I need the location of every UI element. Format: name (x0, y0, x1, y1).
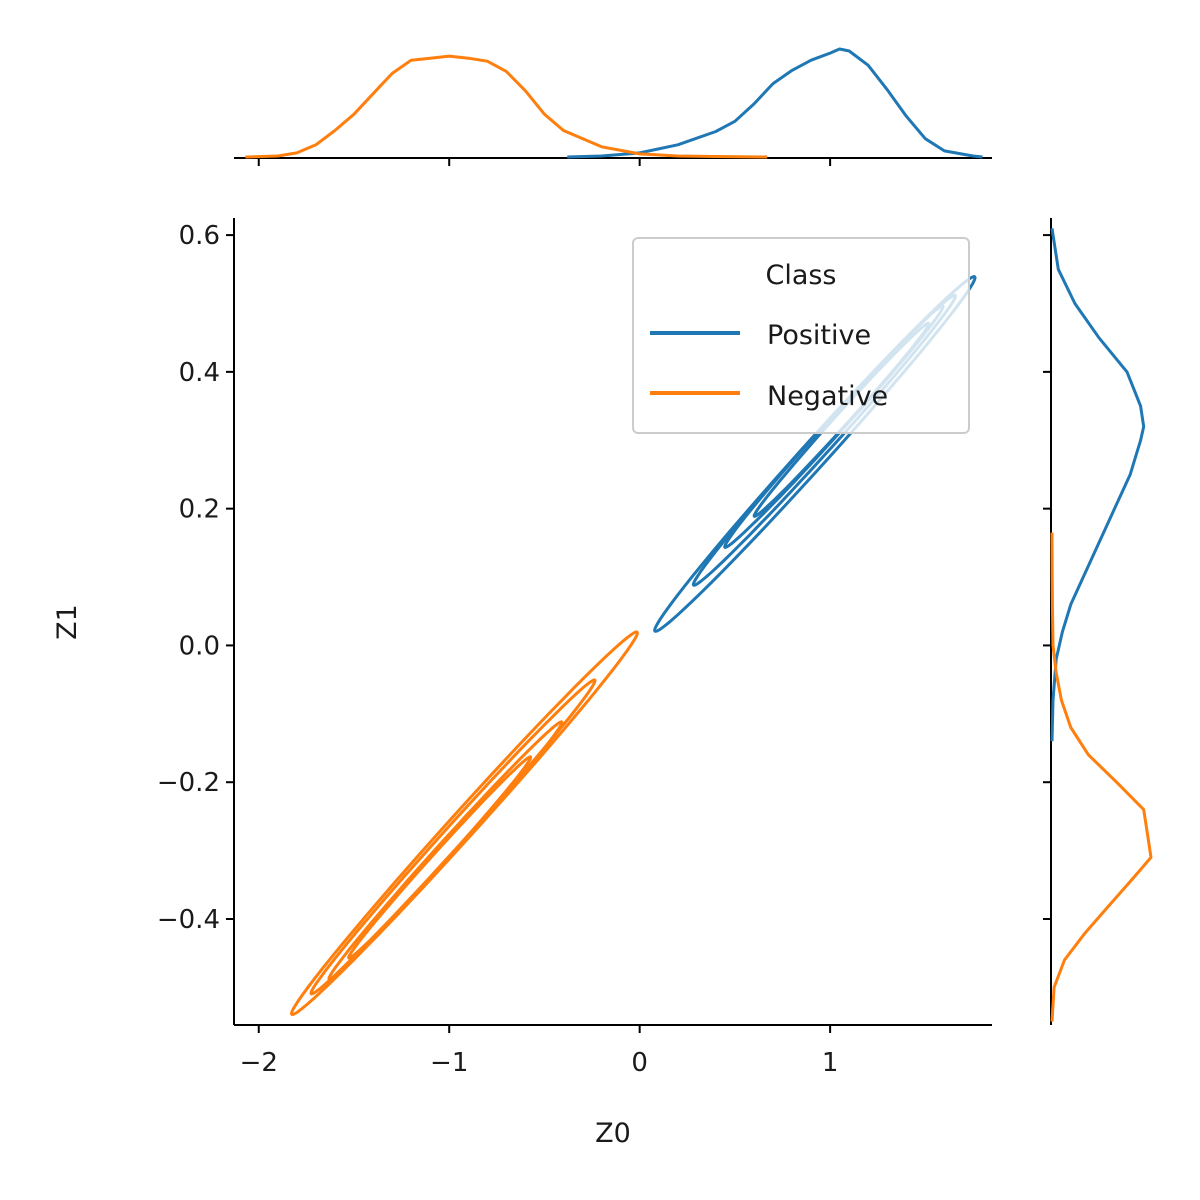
contour-negative-level-0 (290, 630, 639, 1017)
contour-negative-level-2 (327, 720, 564, 981)
y-tick-label: −0.4 (157, 905, 220, 935)
axes-group: −2 −1 0 1 0.6 0.4 0.2 0.0 −0.2 −0.4 (157, 218, 992, 1078)
y-tick-label: 0.2 (179, 495, 220, 525)
x-tick-label: −2 (240, 1048, 278, 1078)
x-tick-label: 1 (822, 1048, 839, 1078)
y-tick-label: 0.4 (179, 358, 220, 388)
marginal-x-panel (234, 47, 992, 166)
contour-negative-level-3 (347, 755, 533, 960)
x-tick-label: −1 (430, 1048, 468, 1078)
marginal-x-curve-positive (567, 47, 983, 159)
legend: Class Positive Negative (632, 237, 970, 434)
legend-frame (632, 237, 970, 434)
marginal-y-curve-positive (1050, 228, 1146, 742)
marginal-x-curve-negative (245, 54, 768, 159)
marginal-y-curve-negative (1050, 532, 1153, 1022)
legend-label-positive: Positive (767, 320, 871, 351)
legend-title: Class (765, 260, 836, 291)
x-axis-title: Z0 (595, 1118, 631, 1149)
y-tick-label: −0.2 (157, 768, 220, 798)
y-tick-label: 0.0 (179, 631, 220, 661)
y-axis-title: Z1 (52, 604, 83, 640)
marginal-y-panel (1043, 218, 1153, 1025)
joint-panel: −2 −1 0 1 0.6 0.4 0.2 0.0 −0.2 −0.4 (157, 218, 992, 1078)
legend-label-negative: Negative (767, 381, 888, 412)
x-tick-label: 0 (631, 1048, 648, 1078)
y-tick-label: 0.6 (179, 221, 220, 251)
